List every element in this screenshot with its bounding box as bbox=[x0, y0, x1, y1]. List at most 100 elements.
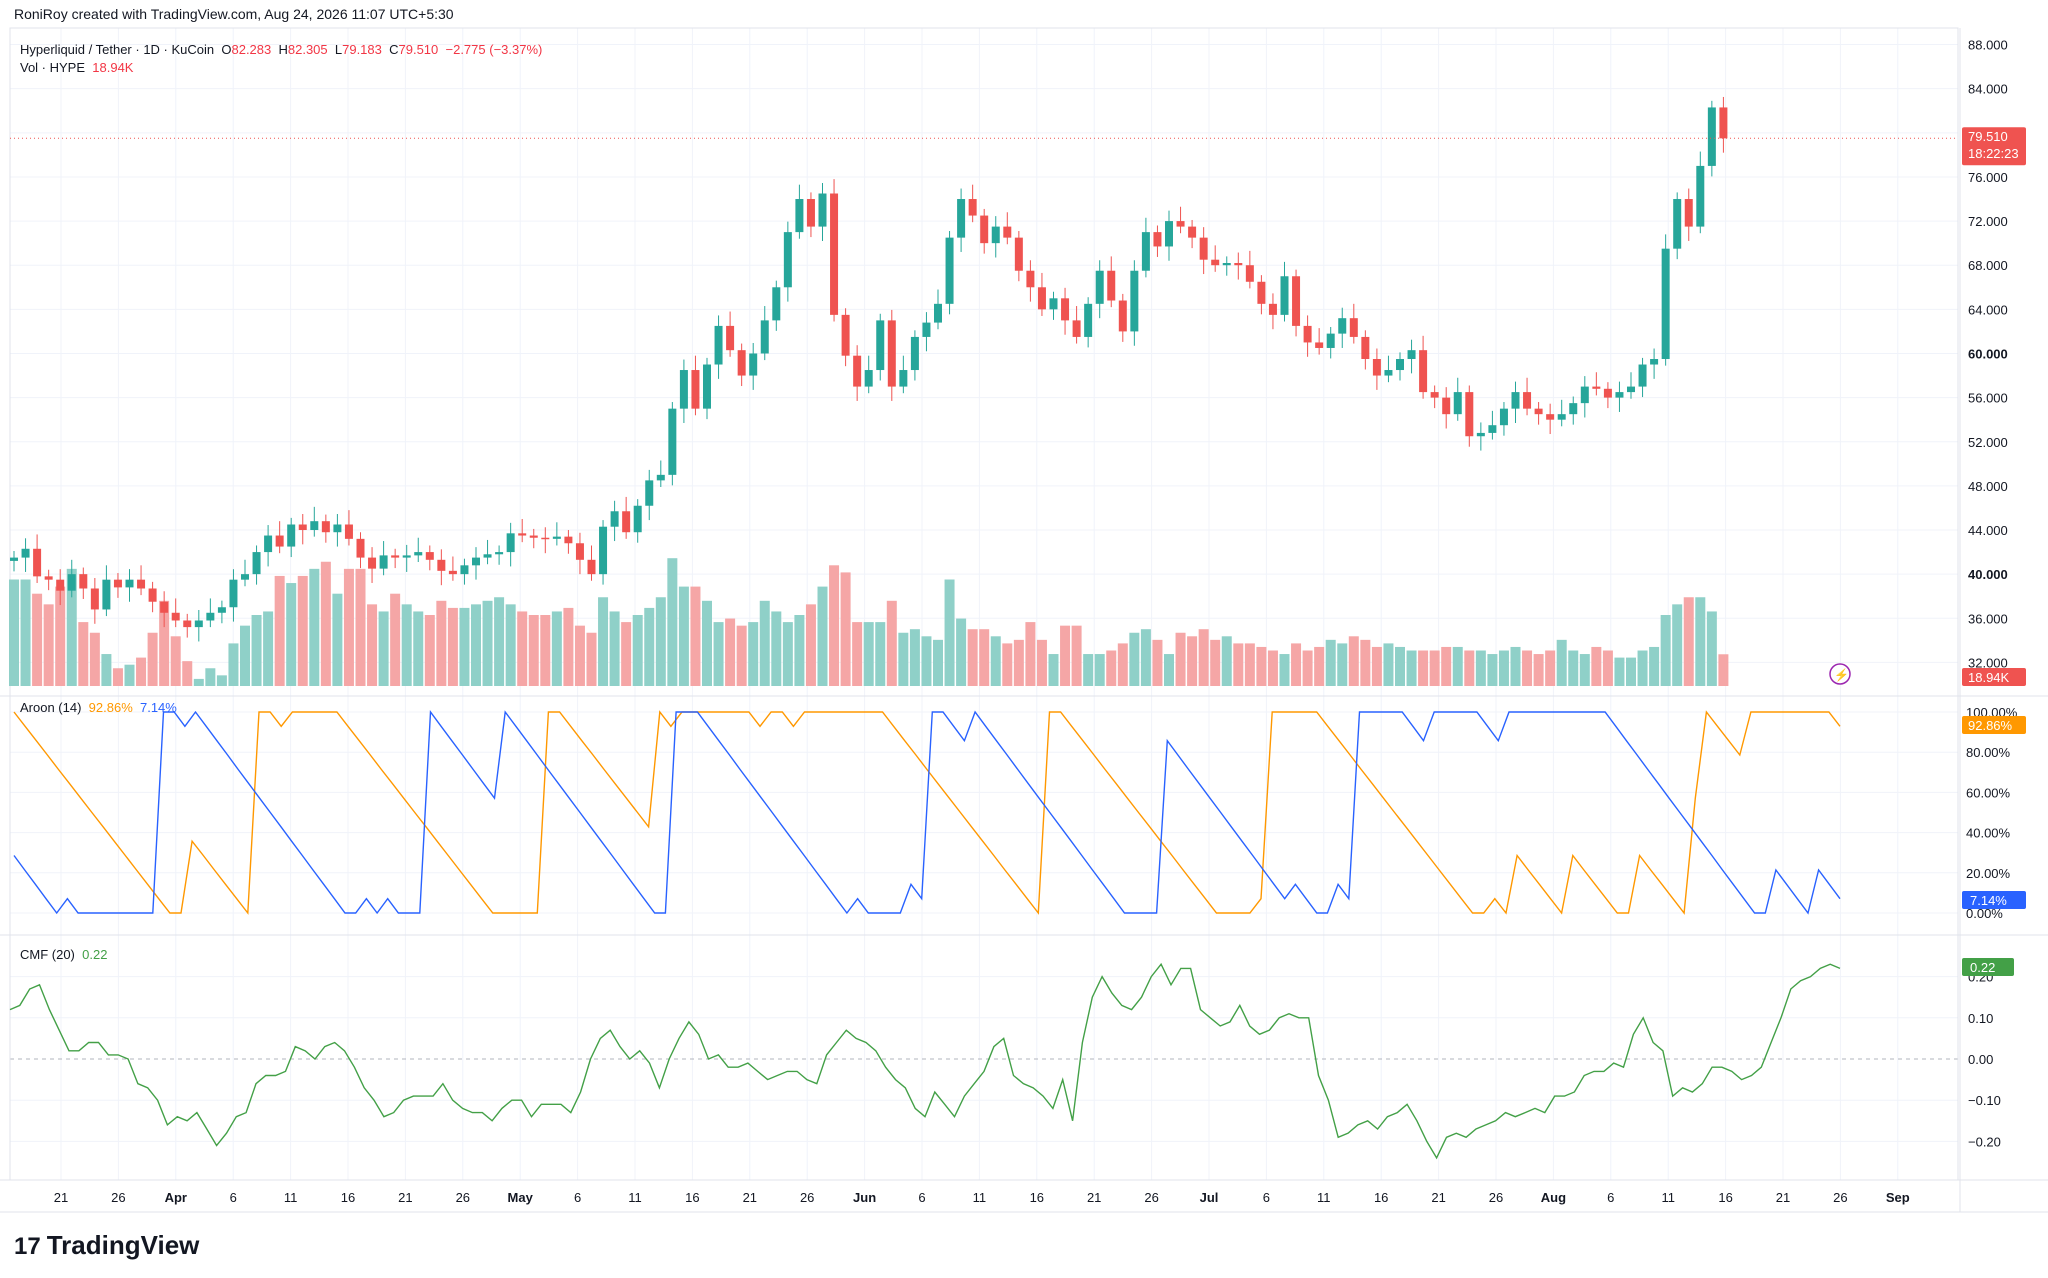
candle-body bbox=[887, 320, 896, 387]
volume-bar bbox=[9, 579, 19, 686]
volume-bar bbox=[482, 600, 493, 686]
candle-body bbox=[241, 574, 249, 580]
time-tick-label: 26 bbox=[800, 1190, 814, 1205]
candle-body bbox=[1476, 432, 1485, 437]
price-tick-label: 32.000 bbox=[1968, 655, 2008, 670]
candle-body bbox=[1603, 388, 1612, 398]
candle-body bbox=[772, 287, 781, 321]
candle-body bbox=[668, 408, 677, 475]
candle-body bbox=[806, 199, 815, 227]
time-tick-label: 21 bbox=[1776, 1190, 1790, 1205]
candle-body bbox=[125, 579, 134, 588]
candle-body bbox=[183, 620, 192, 628]
candle-body bbox=[1095, 270, 1104, 304]
aroon-label[interactable]: Aroon (14) bbox=[20, 700, 82, 715]
candle-body bbox=[1511, 392, 1520, 409]
candle-body bbox=[1280, 276, 1289, 315]
volume-bar bbox=[424, 615, 435, 686]
volume-bar bbox=[1187, 636, 1198, 686]
candle-body bbox=[1003, 226, 1012, 238]
close-value: 79.510 bbox=[398, 42, 439, 57]
volume-bar bbox=[1140, 629, 1151, 686]
tradingview-brand[interactable]: 17 TradingView bbox=[14, 1230, 199, 1261]
volume-bar bbox=[817, 586, 828, 686]
volume-bar bbox=[378, 611, 389, 686]
price-tick-label: 56.000 bbox=[1968, 391, 2008, 406]
time-tick-label: 26 bbox=[111, 1190, 125, 1205]
volume-bar bbox=[1279, 654, 1290, 686]
time-tick-label: 6 bbox=[918, 1190, 925, 1205]
volume-bar bbox=[909, 629, 920, 686]
volume-bar bbox=[1660, 615, 1671, 686]
candle-body bbox=[1072, 320, 1081, 337]
candle-body bbox=[1627, 386, 1635, 393]
aroon-up-tag bbox=[1962, 716, 2026, 734]
candle-body bbox=[1546, 414, 1555, 420]
candle-body bbox=[552, 536, 561, 539]
candle-body bbox=[1442, 397, 1451, 415]
volume-bar bbox=[551, 611, 562, 686]
volume-bar bbox=[690, 586, 701, 686]
candle-body bbox=[1361, 336, 1370, 359]
volume-bar bbox=[55, 586, 66, 686]
candle-body bbox=[1315, 342, 1324, 348]
volume-bar bbox=[390, 593, 401, 686]
volume-bar bbox=[979, 629, 990, 686]
time-tick-label: 6 bbox=[230, 1190, 237, 1205]
candle-body bbox=[610, 511, 619, 527]
candle-body bbox=[1523, 392, 1532, 409]
candle-body bbox=[1234, 263, 1243, 266]
aroon-tick-label: 40.00% bbox=[1966, 826, 2011, 841]
candle-body bbox=[1188, 226, 1197, 238]
close-label: C bbox=[389, 42, 399, 57]
symbol-label[interactable]: Hyperliquid / Tether · 1D · KuCoin bbox=[20, 42, 215, 57]
aroon-tick-label: 0.00% bbox=[1966, 906, 2003, 921]
price-tick-label: 72.000 bbox=[1968, 214, 2008, 229]
aroon-down-line bbox=[13, 710, 1841, 915]
volume-bar bbox=[944, 579, 955, 686]
volume-bar bbox=[967, 629, 978, 686]
last-price-value: 79.510 bbox=[1968, 129, 2008, 144]
candle-body bbox=[1580, 386, 1589, 404]
candle-body bbox=[1673, 199, 1682, 249]
volume-bar bbox=[66, 568, 77, 686]
volume-bar bbox=[286, 583, 297, 686]
cmf-label[interactable]: CMF (20) bbox=[20, 947, 75, 962]
time-tick-label: 26 bbox=[1144, 1190, 1158, 1205]
time-tick-label: 16 bbox=[341, 1190, 355, 1205]
volume-bar bbox=[1429, 650, 1440, 686]
time-tick-label: 26 bbox=[456, 1190, 470, 1205]
volume-bar bbox=[1256, 646, 1267, 686]
candle-body bbox=[910, 336, 919, 371]
volume-bar bbox=[494, 597, 505, 686]
lightning-icon[interactable] bbox=[1829, 663, 1851, 685]
tradingview-logo-icon: 17 bbox=[14, 1233, 41, 1260]
time-tick-label: 21 bbox=[398, 1190, 412, 1205]
candle-body bbox=[275, 535, 284, 547]
volume-bar bbox=[205, 668, 216, 686]
candle-body bbox=[1650, 359, 1659, 365]
volume-label[interactable]: Vol · HYPE bbox=[20, 60, 86, 75]
candle-body bbox=[310, 521, 319, 531]
candle-body bbox=[217, 607, 226, 613]
candle-body bbox=[44, 576, 53, 580]
time-tick-label: Sep bbox=[1886, 1190, 1910, 1205]
candle-body bbox=[749, 353, 758, 376]
volume-bar bbox=[1360, 639, 1371, 686]
cmf-legend: CMF (20) 0.22 bbox=[20, 947, 107, 962]
volume-bar bbox=[1695, 597, 1706, 686]
volume-bar bbox=[644, 607, 655, 686]
price-tick-label: 36.000 bbox=[1968, 611, 2008, 626]
candle-body bbox=[33, 548, 42, 577]
candle-body bbox=[298, 524, 307, 531]
candle-body bbox=[853, 355, 862, 387]
candle-body bbox=[1430, 392, 1439, 398]
candle-body bbox=[113, 579, 122, 588]
candle-body bbox=[506, 533, 515, 553]
time-tick-label: 11 bbox=[284, 1190, 298, 1205]
volume-bar bbox=[274, 575, 285, 686]
volume-bar bbox=[563, 607, 574, 686]
candle-body bbox=[1130, 270, 1139, 332]
volume-bar bbox=[1614, 657, 1625, 686]
